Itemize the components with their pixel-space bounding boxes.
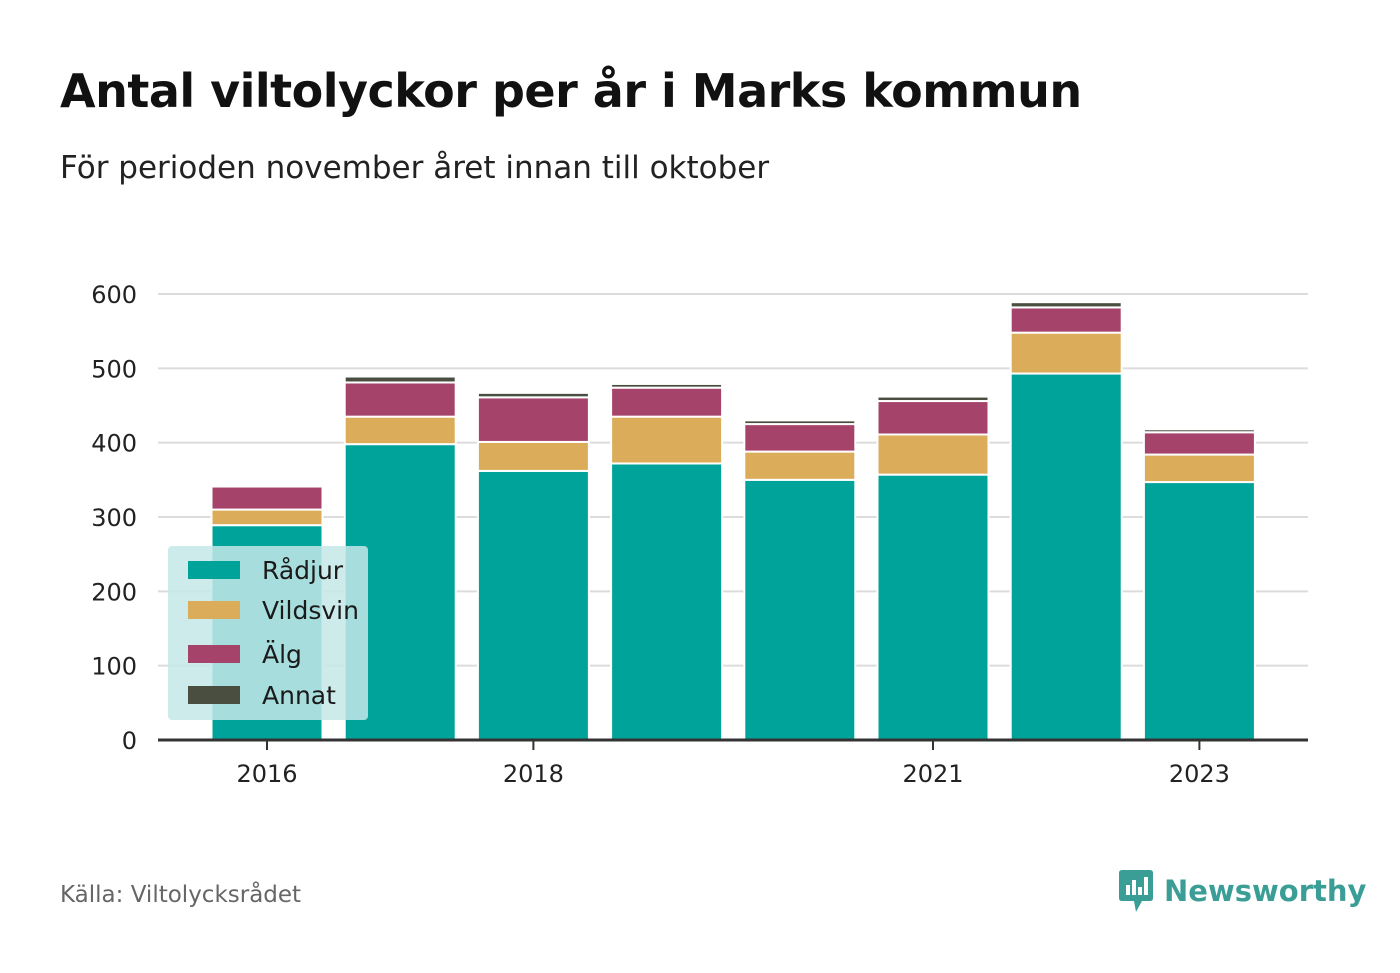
- bar-alg-2023[interactable]: [1142, 431, 1256, 456]
- x-tick-label-2021: 2021: [902, 760, 963, 788]
- bar-annat-2019[interactable]: [610, 382, 724, 389]
- bar-annat-2018[interactable]: [476, 391, 590, 399]
- legend-swatch-vildsvin: [188, 601, 240, 619]
- bar-alg-2021[interactable]: [876, 400, 990, 436]
- legend: Rådjur Vildsvin Älg Annat: [168, 546, 368, 720]
- bar-vildsvin-2019[interactable]: [610, 415, 724, 465]
- source-note: Källa: Viltolycksrådet: [60, 882, 302, 908]
- bar-annat-2020[interactable]: [743, 419, 857, 426]
- brand-logo[interactable]: Newsworthy: [1118, 868, 1366, 914]
- bar-radjur-2023[interactable]: [1142, 481, 1256, 741]
- bar-alg-2016[interactable]: [210, 485, 324, 511]
- bar-radjur-2020[interactable]: [743, 478, 857, 741]
- legend-swatch-annat: [188, 686, 240, 704]
- bar-vildsvin-2023[interactable]: [1142, 453, 1256, 484]
- bar-alg-2020[interactable]: [743, 423, 857, 453]
- bar-annat-2022[interactable]: [1009, 301, 1123, 309]
- bar-vildsvin-2022[interactable]: [1009, 331, 1123, 375]
- chart-title: Antal viltolyckor per år i Marks kommun: [60, 64, 1082, 118]
- bar-radjur-2022[interactable]: [1009, 372, 1123, 741]
- y-tick-label-0: 0: [122, 727, 137, 755]
- x-tick-label-2023: 2023: [1169, 760, 1230, 788]
- legend-swatch-radjur: [188, 561, 240, 579]
- chat-bar-chart-icon: [1119, 870, 1153, 912]
- bar-annat-2021[interactable]: [876, 395, 990, 403]
- y-tick-label-400: 400: [91, 430, 137, 458]
- chart-subtitle: För perioden november året innan till ok…: [60, 150, 770, 186]
- bar-alg-2019[interactable]: [610, 386, 724, 418]
- bar-alg-2018[interactable]: [476, 396, 590, 443]
- bar-radjur-2019[interactable]: [610, 462, 724, 741]
- bar-radjur-2018[interactable]: [476, 469, 590, 741]
- axes: 0 100 200 300 400 500 600 2016 2018 2021 2023: [91, 281, 1308, 788]
- bar-vildsvin-2020[interactable]: [743, 450, 857, 481]
- bar-alg-2017[interactable]: [343, 381, 457, 418]
- bar-vildsvin-2021[interactable]: [876, 433, 990, 476]
- bar-vildsvin-2016[interactable]: [210, 508, 324, 527]
- legend-item-alg[interactable]: Älg: [188, 639, 302, 669]
- brand-name: Newsworthy: [1164, 874, 1367, 908]
- legend-item-annat[interactable]: Annat: [188, 680, 336, 710]
- bar-annat-2017[interactable]: [343, 375, 457, 384]
- bar-radjur-2021[interactable]: [876, 473, 990, 741]
- legend-label-alg: Älg: [262, 639, 302, 669]
- bar-annat-2016[interactable]: [210, 484, 324, 488]
- legend-item-vildsvin[interactable]: Vildsvin: [188, 595, 359, 625]
- y-tick-label-200: 200: [91, 578, 137, 606]
- x-tick-label-2016: 2016: [236, 760, 297, 788]
- legend-label-radjur: Rådjur: [262, 555, 344, 585]
- y-tick-label-100: 100: [91, 653, 137, 681]
- bar-vildsvin-2018[interactable]: [476, 440, 590, 472]
- bar-vildsvin-2017[interactable]: [343, 415, 457, 446]
- legend-label-annat: Annat: [262, 680, 336, 710]
- y-tick-label-300: 300: [91, 504, 137, 532]
- y-tick-label-600: 600: [91, 281, 137, 309]
- y-tick-label-500: 500: [91, 355, 137, 383]
- legend-item-radjur[interactable]: Rådjur: [188, 555, 343, 585]
- legend-swatch-alg: [188, 645, 240, 663]
- legend-label-vildsvin: Vildsvin: [262, 595, 359, 625]
- bar-annat-2023[interactable]: [1142, 428, 1256, 434]
- bar-alg-2022[interactable]: [1009, 306, 1123, 334]
- x-tick-label-2018: 2018: [503, 760, 564, 788]
